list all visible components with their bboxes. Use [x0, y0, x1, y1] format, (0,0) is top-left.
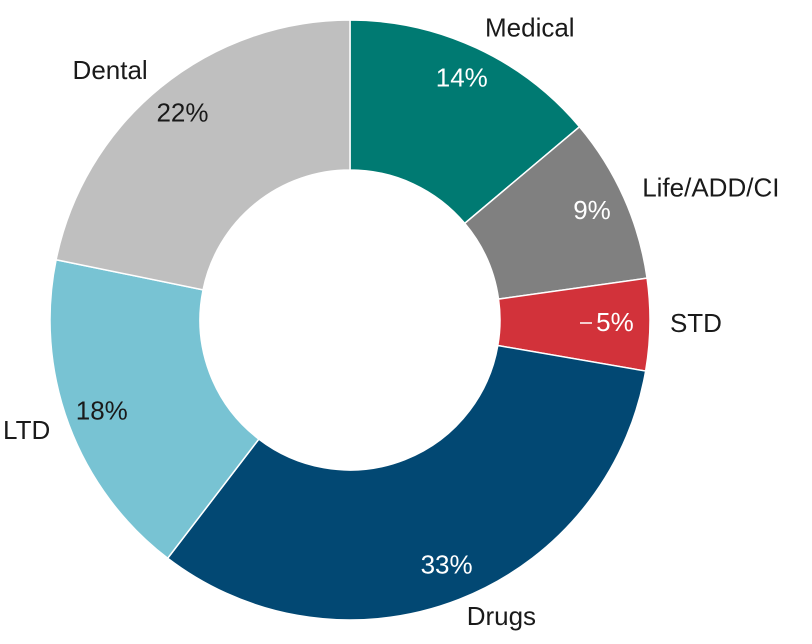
value-label: 14%	[436, 63, 488, 93]
donut-slice	[349, 19, 581, 225]
category-label: Medical	[485, 13, 575, 43]
donut-slice	[166, 344, 647, 621]
category-label: LTD	[3, 415, 50, 445]
value-label: 9%	[573, 195, 611, 225]
value-label: 18%	[76, 396, 128, 426]
value-label: 5%	[596, 307, 634, 337]
category-label: STD	[670, 308, 722, 338]
value-label: 33%	[421, 550, 473, 580]
category-label: Drugs	[467, 601, 536, 631]
value-label: 22%	[156, 98, 208, 128]
donut-slice	[55, 19, 351, 291]
category-label: Dental	[73, 55, 148, 85]
category-label: Life/ADD/CI	[642, 172, 779, 202]
donut-slice	[49, 258, 260, 560]
